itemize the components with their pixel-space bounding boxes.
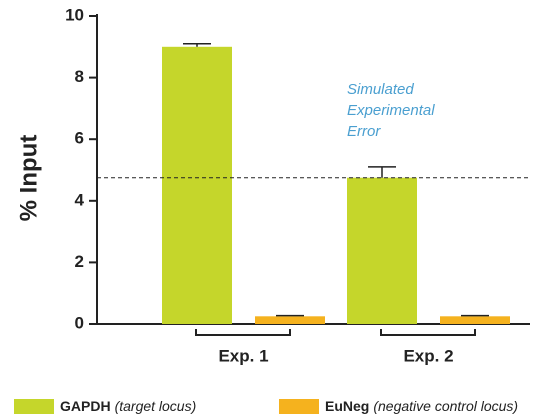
group-bracket	[380, 329, 476, 336]
annotation: Simulated	[347, 81, 414, 98]
y-tick-label: 0	[75, 313, 84, 332]
x-tick-label: Exp. 1	[218, 346, 268, 365]
legend-label: GAPDH (target locus)	[60, 398, 196, 414]
bar	[347, 177, 417, 324]
y-tick-label: 2	[75, 252, 84, 271]
y-axis-label: % Input	[15, 135, 42, 222]
error-bar	[276, 314, 304, 317]
bar	[162, 46, 232, 325]
legend-description: (negative control locus)	[373, 398, 518, 414]
y-tick-label: 6	[75, 129, 84, 148]
y-tick-label: 4	[75, 190, 85, 209]
annotation: Error	[347, 123, 381, 140]
legend-swatch	[279, 399, 319, 414]
error-bar	[183, 42, 211, 47]
legend-swatch	[14, 399, 54, 414]
y-tick-label: 10	[65, 5, 84, 24]
legend-label: EuNeg (negative control locus)	[325, 398, 518, 414]
y-tick-label: 8	[75, 67, 84, 86]
bar	[255, 316, 325, 324]
error-bar	[461, 314, 489, 317]
legend-name: GAPDH	[60, 398, 111, 414]
annotation: Experimental	[347, 102, 435, 119]
legend-name: EuNeg	[325, 398, 369, 414]
legend-description: (target locus)	[115, 398, 197, 414]
bar	[440, 316, 510, 324]
group-bracket	[195, 329, 291, 336]
error-bar	[368, 166, 396, 178]
x-tick-label: Exp. 2	[403, 346, 453, 365]
